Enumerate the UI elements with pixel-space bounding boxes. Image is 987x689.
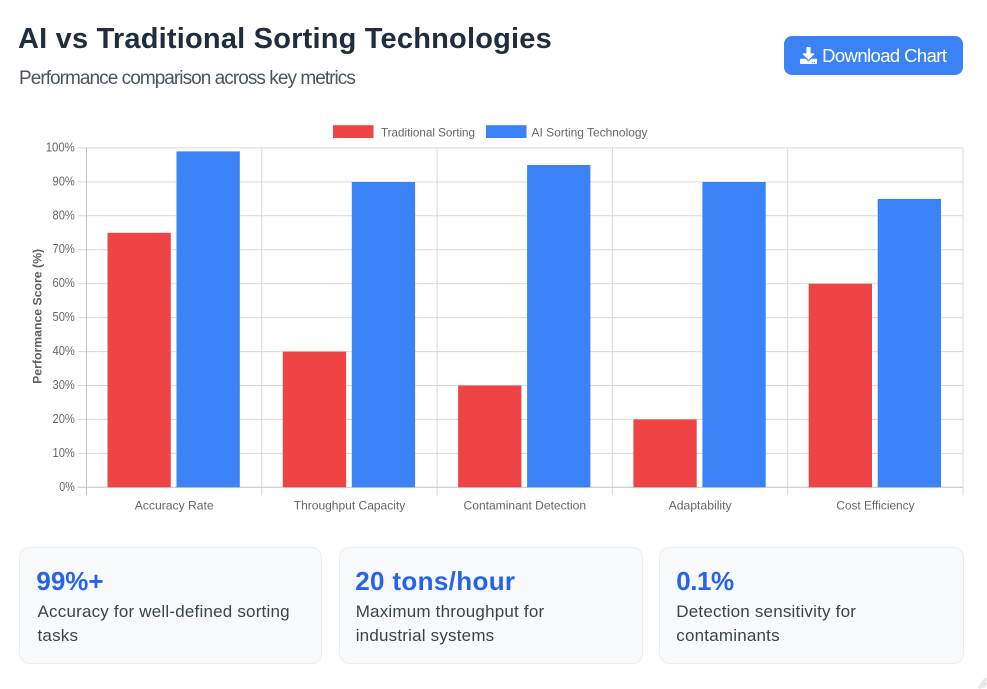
- svg-text:Throughput Capacity: Throughput Capacity: [294, 498, 406, 512]
- svg-text:0%: 0%: [59, 480, 75, 494]
- svg-text:AI Sorting Technology: AI Sorting Technology: [532, 126, 648, 140]
- svg-text:100%: 100%: [46, 140, 75, 154]
- svg-text:20%: 20%: [53, 412, 75, 426]
- svg-text:30%: 30%: [53, 378, 75, 392]
- svg-text:60%: 60%: [53, 276, 75, 290]
- svg-text:Cost Efficiency: Cost Efficiency: [836, 498, 915, 512]
- svg-text:10%: 10%: [53, 446, 75, 460]
- svg-text:Traditional Sorting: Traditional Sorting: [381, 126, 475, 140]
- svg-text:Contaminant Detection: Contaminant Detection: [464, 498, 587, 512]
- svg-text:50%: 50%: [53, 310, 75, 324]
- svg-text:80%: 80%: [53, 208, 75, 222]
- svg-text:70%: 70%: [53, 242, 75, 256]
- svg-text:Adaptability: Adaptability: [669, 498, 733, 512]
- svg-text:Performance Score (%): Performance Score (%): [31, 249, 45, 384]
- svg-text:90%: 90%: [53, 174, 75, 188]
- svg-text:40%: 40%: [53, 344, 75, 358]
- svg-text:Accuracy Rate: Accuracy Rate: [135, 498, 214, 512]
